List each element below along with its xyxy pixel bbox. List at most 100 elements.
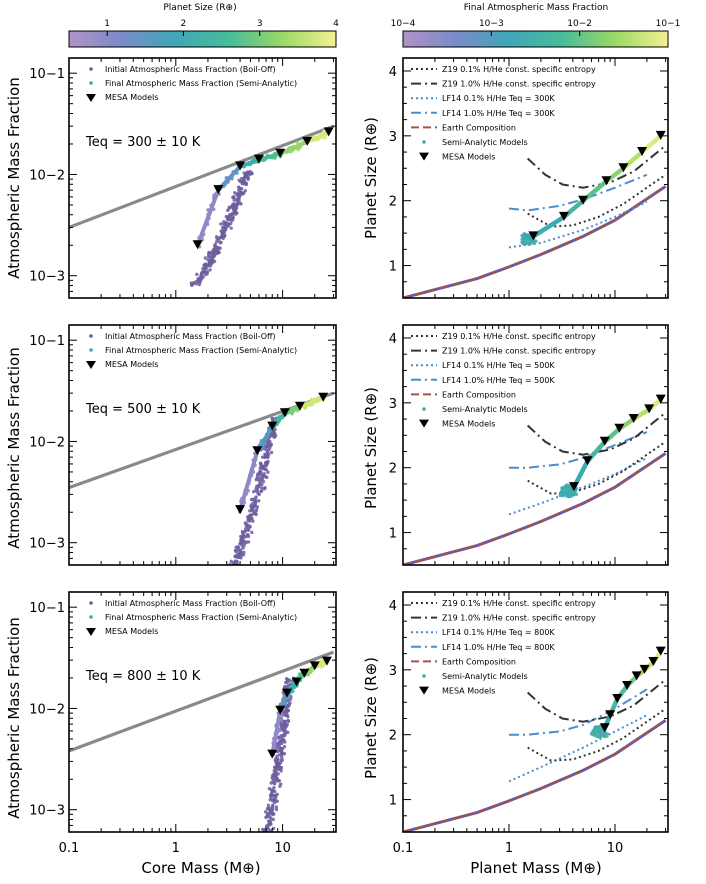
y-tick-label: 10−2 — [29, 702, 65, 717]
initial-point — [197, 282, 201, 287]
semi-analytic-point — [567, 494, 571, 499]
initial-point — [229, 226, 233, 230]
mesa-marker — [612, 694, 623, 704]
left-panel-frame — [68, 57, 337, 299]
initial-point — [250, 502, 254, 506]
mesa-marker — [275, 148, 286, 158]
initial-point — [276, 772, 280, 776]
initial-point — [266, 803, 271, 807]
semi-analytic-point — [605, 734, 609, 738]
legend-mesa-marker — [419, 686, 429, 695]
legend-label-3: LF14 0.1% H/He Teq = 300K — [442, 94, 555, 103]
initial-point — [272, 800, 277, 805]
initial-point — [254, 508, 259, 512]
initial-point — [263, 474, 268, 479]
initial-point — [258, 470, 262, 475]
left-panel-plot-area — [69, 124, 335, 288]
initial-point — [261, 479, 266, 484]
initial-point — [280, 755, 284, 760]
initial-point — [238, 179, 243, 184]
lf14-10-line — [508, 173, 648, 212]
initial-point — [268, 819, 272, 823]
initial-point — [271, 803, 275, 808]
initial-point — [288, 701, 292, 705]
initial-point — [213, 244, 218, 248]
legend-mesa-marker — [86, 94, 96, 102]
semi-analytic-point — [534, 239, 538, 243]
colorbar-right-tick-label: 10−3 — [479, 19, 504, 29]
final-curve-segment — [270, 708, 283, 757]
colorbar-right-title: Final Atmospheric Mass Fraction — [464, 3, 609, 13]
initial-point — [260, 474, 265, 478]
initial-point — [264, 464, 268, 468]
colorbar-left-tick-label: 3 — [257, 19, 263, 29]
right-panel-frame — [402, 57, 669, 299]
legend-label-3: LF14 0.1% H/He Teq = 500K — [442, 361, 555, 370]
initial-point — [265, 451, 269, 456]
legend-mesa-marker — [86, 628, 96, 636]
mesa-marker — [275, 705, 286, 715]
initial-point — [262, 487, 267, 491]
mesa-marker — [318, 392, 329, 402]
legend-label-1: Z19 0.1% H/He const. specific entropy — [442, 332, 596, 341]
initial-point — [274, 779, 278, 783]
mesa-marker — [637, 147, 648, 157]
legend-final-label: Final Atmospheric Mass Fraction (Semi-An… — [105, 79, 297, 88]
colorbar-left: Planet Size (R⊕) 1 2 3 4 — [68, 3, 339, 48]
initial-point — [286, 679, 290, 684]
right-panel-3: 0.1 1 10 1 2 3 4 Z19 0.1% H/He const. specific … — [389, 591, 669, 856]
initial-point — [274, 776, 278, 780]
final-curve-segment — [238, 157, 261, 169]
final-curve-segment — [195, 188, 221, 248]
initial-point — [262, 465, 266, 469]
y-tick-label: 3 — [389, 397, 397, 412]
lf14-10-line — [509, 688, 648, 736]
mesa-marker — [568, 482, 579, 492]
initial-point — [272, 765, 277, 769]
legend-label-5: Earth Composition — [442, 390, 516, 399]
mesa-marker — [605, 710, 616, 720]
initial-point — [232, 560, 236, 565]
semi-analytic-point — [558, 493, 563, 498]
mesa-marker — [618, 163, 629, 173]
initial-point — [275, 754, 279, 758]
semi-analytic-point — [523, 238, 528, 243]
initial-point — [279, 749, 283, 754]
initial-point — [286, 708, 291, 713]
mesa-marker — [213, 185, 224, 195]
left-panel-plot-area — [69, 650, 335, 832]
boiloff-line — [69, 650, 335, 753]
initial-point — [235, 198, 240, 202]
initial-point — [274, 805, 279, 809]
initial-point — [273, 794, 277, 798]
colorbar-right-gradient — [402, 30, 669, 48]
final-curve-segment — [238, 449, 260, 513]
earth-composition-line — [403, 185, 667, 298]
right-panel-plot-area — [403, 394, 667, 565]
colorbar-left-tick-label: 2 — [181, 19, 187, 29]
initial-point — [279, 725, 284, 729]
initial-point — [288, 697, 293, 701]
left-xlabel: Core Mass (M⊕) — [141, 859, 260, 877]
x-tick-label: 10 — [274, 841, 291, 856]
y-tick-label: 4 — [389, 65, 397, 80]
y-tick-label: 10−1 — [29, 601, 65, 616]
initial-point — [247, 525, 251, 529]
initial-point — [282, 738, 286, 742]
initial-point — [250, 513, 254, 517]
lf14-10-line — [509, 431, 648, 469]
left-panel-plot-area — [69, 391, 335, 565]
initial-point — [246, 176, 251, 180]
initial-point — [242, 176, 246, 180]
right-ylabel-2: Planet Size (R⊕) — [362, 387, 380, 509]
initial-point — [200, 271, 204, 275]
teq-label: Teq = 800 ± 10 K — [85, 669, 201, 684]
initial-point — [280, 746, 284, 751]
y-tick-label: 1 — [389, 794, 397, 809]
initial-point — [246, 540, 251, 544]
initial-point — [280, 758, 284, 762]
colorbar-right-tick-label: 10−1 — [656, 19, 681, 29]
initial-point — [272, 785, 276, 790]
initial-point — [234, 545, 238, 550]
